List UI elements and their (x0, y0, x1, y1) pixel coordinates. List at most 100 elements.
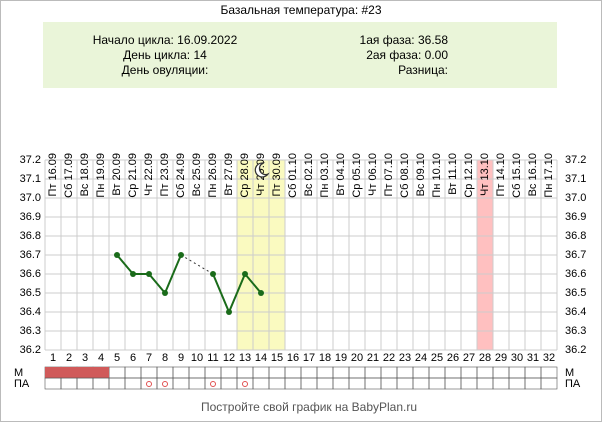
day-label: 27 (463, 352, 475, 364)
chart-title: Базальная температура: #23 (220, 3, 381, 17)
day-label: 23 (399, 352, 411, 364)
y-tick-label: 37.0 (20, 192, 41, 204)
info-text: День овуляции: (122, 63, 209, 77)
y-tick-label: 36.5 (565, 287, 586, 299)
date-label: Ср 28.09 (239, 153, 251, 198)
temperature-point (114, 252, 120, 258)
day-label: 3 (82, 352, 88, 364)
y-tick-label: 36.9 (565, 211, 586, 223)
date-label: Сб 08.10 (399, 153, 411, 198)
y-tick-label: 36.5 (20, 287, 41, 299)
day-label: 2 (66, 352, 72, 364)
day-label: 31 (527, 352, 539, 364)
y-tick-label: 37.1 (565, 173, 586, 185)
date-label: Сб 17.09 (63, 153, 75, 198)
info-box (43, 22, 557, 88)
y-tick-label: 36.4 (565, 306, 586, 318)
day-label: 22 (383, 352, 395, 364)
day-label: 32 (543, 352, 555, 364)
temperature-point (146, 271, 152, 277)
y-tick-label: 36.8 (20, 230, 41, 242)
date-label: Вт 11.10 (447, 153, 459, 195)
date-label: Пн 26.09 (207, 153, 219, 198)
temperature-point (178, 252, 184, 258)
date-label: Пн 03.10 (319, 153, 331, 198)
date-label: Чт 13.10 (479, 153, 491, 196)
date-label: Вс 02.10 (303, 153, 315, 196)
y-tick-label: 37.2 (20, 154, 41, 166)
temperature-point (162, 290, 168, 296)
day-label: 26 (447, 352, 459, 364)
y-tick-label: 36.7 (20, 249, 41, 261)
date-label: Вт 27.09 (223, 153, 235, 196)
date-label: Ср 12.10 (463, 153, 475, 198)
y-tick-label: 36.6 (20, 268, 41, 280)
day-label: 1 (50, 352, 56, 364)
y-tick-label: 36.7 (565, 249, 586, 261)
y-tick-label: 36.6 (565, 268, 586, 280)
day-label: 29 (495, 352, 507, 364)
day-label: 12 (223, 352, 235, 364)
date-label: Чт 06.10 (367, 153, 379, 196)
date-label: Вт 04.10 (335, 153, 347, 196)
row-label: М (14, 367, 23, 379)
date-label: Ср 05.10 (351, 153, 363, 198)
gap-connector (180, 254, 214, 275)
y-tick-label: 36.3 (565, 325, 586, 337)
footer: Постройте свой график на BabyPlan.ru (201, 400, 417, 414)
info-text: Начало цикла: 16.09.2022 (93, 33, 238, 47)
menstruation-cell (61, 367, 77, 378)
day-label: 5 (114, 352, 120, 364)
date-label: Вс 25.09 (191, 153, 203, 196)
day-label: 20 (351, 352, 363, 364)
day-label: 21 (367, 352, 379, 364)
menstruation-cell (77, 367, 93, 378)
date-label: Пт 14.10 (495, 153, 507, 197)
day-label: 28 (479, 352, 491, 364)
day-label: 17 (303, 352, 315, 364)
day-label: 25 (431, 352, 443, 364)
day-label: 10 (191, 352, 203, 364)
temperature-point (130, 271, 136, 277)
date-label: Ср 21.09 (127, 153, 139, 198)
date-label: Сб 24.09 (175, 153, 187, 198)
menstruation-cell (45, 367, 61, 378)
row-cell (540, 377, 558, 390)
day-label: 13 (239, 352, 251, 364)
y-tick-label: 36.4 (20, 306, 41, 318)
temperature-line (212, 272, 262, 315)
info-text: 2ая фаза: 0.00 (366, 48, 448, 62)
date-label: Пн 10.10 (431, 153, 443, 198)
intercourse-mark (162, 381, 168, 387)
y-tick-label: 37.2 (565, 154, 586, 166)
date-label: Пт 30.09 (271, 153, 283, 197)
date-label: Чт 22.09 (143, 153, 155, 196)
date-label: Пт 23.09 (159, 153, 171, 197)
info-text: Разница: (398, 63, 448, 77)
date-label: Сб 01.10 (287, 153, 299, 198)
y-tick-label: 36.8 (565, 230, 586, 242)
day-label: 18 (319, 352, 331, 364)
temperature-point (258, 290, 264, 296)
intercourse-mark (210, 381, 216, 387)
day-label: 14 (255, 352, 267, 364)
day-label: 11 (207, 352, 218, 364)
day-label: 9 (178, 352, 184, 364)
intercourse-mark (146, 381, 152, 387)
row-label: ПА (14, 378, 30, 390)
day-label: 30 (511, 352, 523, 364)
day-label: 6 (130, 352, 136, 364)
temperature-point (226, 309, 232, 315)
date-label: Пн 19.09 (95, 153, 107, 198)
moon-icon (254, 162, 270, 178)
info-text: 1ая фаза: 36.58 (360, 33, 449, 47)
day-label: 8 (162, 352, 168, 364)
temperature-point (210, 271, 216, 277)
y-tick-label: 37.0 (565, 192, 586, 204)
y-tick-label: 36.3 (20, 325, 41, 337)
day-label: 19 (335, 352, 347, 364)
info-text: День цикла: 14 (123, 48, 207, 62)
row-label: ПА (565, 378, 581, 390)
day-label: 4 (98, 352, 104, 364)
